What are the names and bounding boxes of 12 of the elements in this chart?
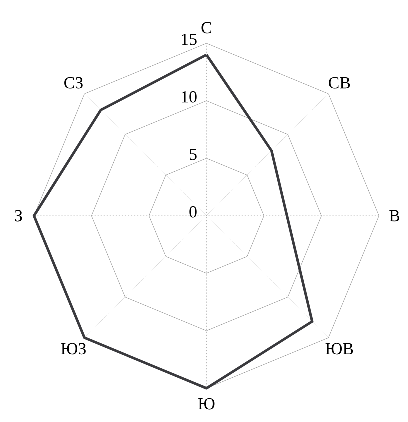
spoke-label: З — [15, 210, 22, 222]
y-tick-label: 0 — [190, 206, 197, 218]
spoke-label: Ю — [198, 398, 215, 410]
spoke-label: СЗ — [64, 77, 83, 89]
spoke-label: ЮВ — [326, 343, 354, 355]
y-tick-label: 5 — [190, 149, 197, 160]
spoke-label: ЮЗ — [61, 343, 86, 355]
y-tick-label: 10 — [182, 91, 197, 103]
spoke-label: СВ — [329, 77, 350, 89]
spoke-label: В — [390, 210, 400, 222]
spoke-label: С — [202, 22, 212, 34]
y-tick-label: 15 — [182, 34, 197, 46]
